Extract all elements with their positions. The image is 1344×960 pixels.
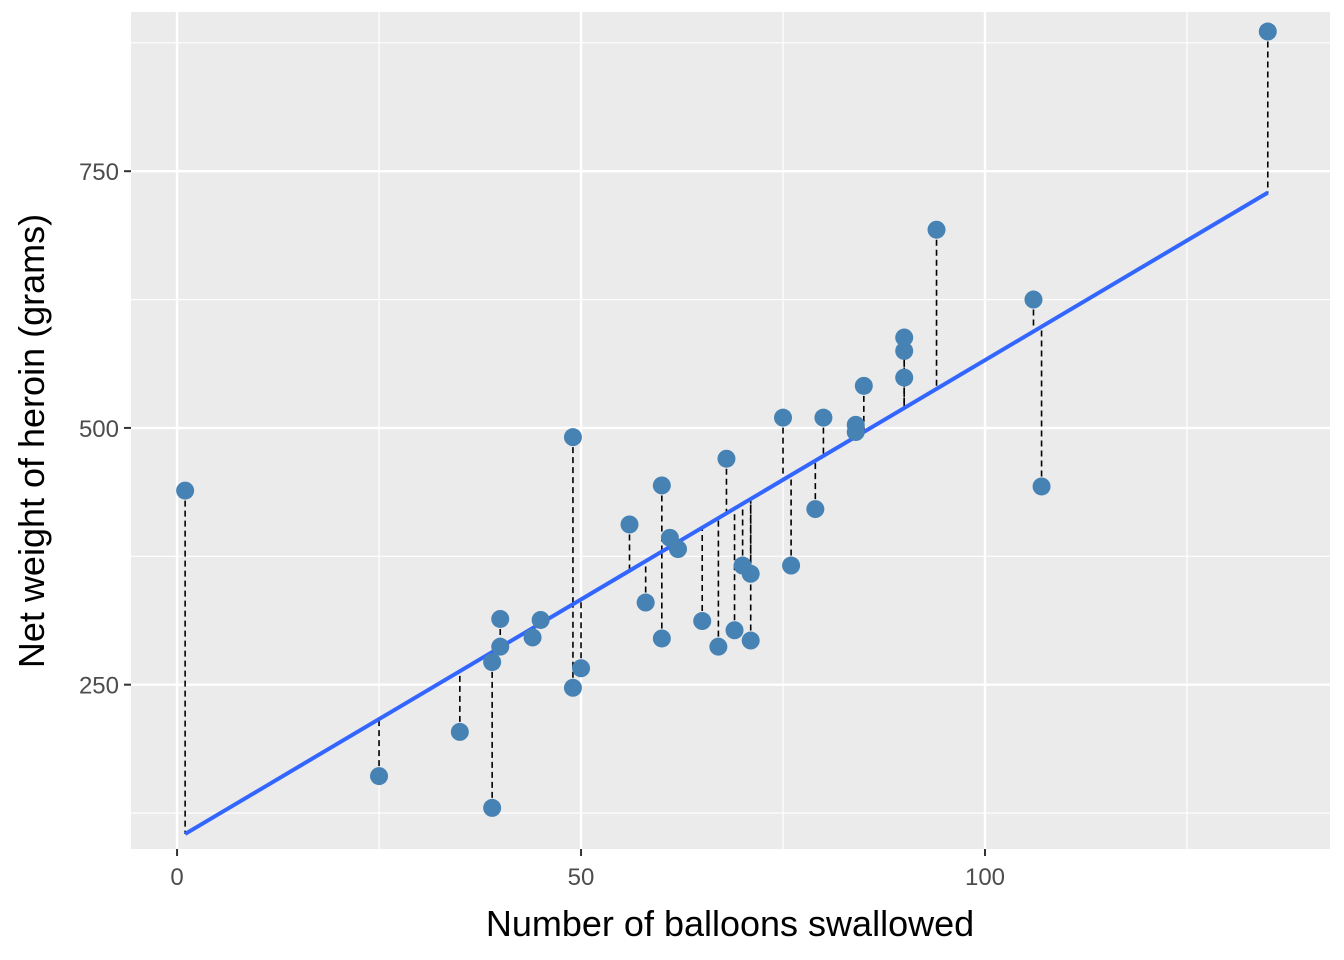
data-point	[1258, 22, 1277, 41]
data-point	[652, 476, 671, 495]
data-point	[741, 631, 760, 650]
data-point	[491, 609, 510, 628]
y-tick-label: 500	[79, 416, 119, 443]
data-point	[814, 408, 833, 427]
x-tick-label: 0	[170, 864, 183, 891]
data-point	[370, 767, 389, 786]
data-point	[782, 556, 801, 575]
minor-gridlines	[131, 12, 1330, 849]
data-point	[927, 220, 946, 239]
major-gridlines	[131, 12, 1330, 849]
data-point	[620, 515, 639, 534]
x-axis-title: Number of balloons swallowed	[486, 903, 974, 944]
data-point	[483, 653, 502, 672]
data-point	[774, 408, 793, 427]
x-tick-label: 100	[965, 864, 1005, 891]
data-points	[176, 22, 1277, 817]
y-tick-label: 250	[79, 673, 119, 700]
y-tick-label: 750	[79, 159, 119, 186]
data-point	[491, 637, 510, 656]
data-point	[725, 621, 744, 640]
data-point	[1024, 290, 1043, 309]
data-point	[572, 659, 591, 678]
x-axis-ticks: 0 50 100	[170, 849, 1005, 891]
data-point	[806, 500, 825, 519]
residual-lines	[184, 31, 1269, 834]
plot-panel	[131, 12, 1330, 849]
regression-line	[184, 190, 1269, 836]
y-axis-ticks: 250 500 750	[79, 159, 131, 700]
data-point	[636, 593, 655, 612]
data-point	[741, 564, 760, 583]
data-point	[668, 540, 687, 559]
data-point	[531, 610, 550, 629]
data-point	[563, 678, 582, 697]
x-tick-label: 50	[568, 864, 595, 891]
regression-line-group	[184, 190, 1269, 836]
data-point	[1032, 477, 1051, 496]
data-point	[483, 798, 502, 817]
data-point	[846, 423, 865, 442]
data-point	[450, 722, 469, 741]
data-point	[895, 368, 914, 387]
data-point	[709, 637, 728, 656]
y-axis-title: Net weight of heroin (grams)	[11, 214, 52, 668]
data-point	[693, 612, 712, 631]
data-point	[176, 481, 195, 500]
data-point	[523, 628, 542, 647]
data-point	[652, 629, 671, 648]
data-point	[895, 328, 914, 347]
data-point	[895, 341, 914, 360]
data-point	[563, 428, 582, 447]
data-point	[854, 376, 873, 395]
data-point	[717, 449, 736, 468]
